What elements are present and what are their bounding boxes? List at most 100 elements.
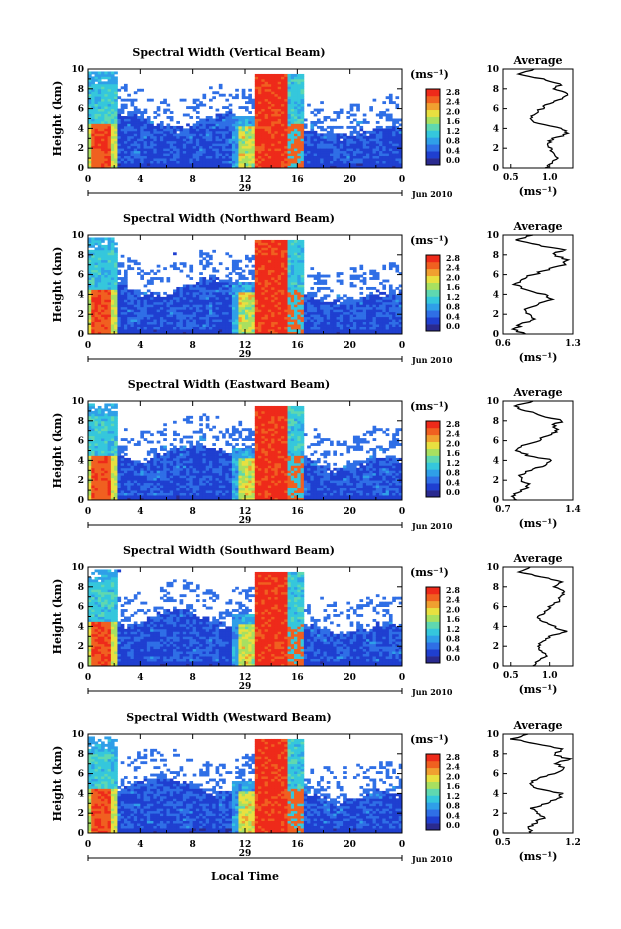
heatmap-cell <box>101 118 105 122</box>
heatmap-cell <box>212 160 216 164</box>
heatmap-cell <box>231 160 236 164</box>
heatmap-cell <box>287 264 292 268</box>
heatmap-cell <box>280 125 285 129</box>
heatmap-cell <box>362 150 367 154</box>
heatmap-cell <box>251 145 256 149</box>
heatmap-cell <box>346 331 351 335</box>
heatmap-cell <box>130 331 135 335</box>
heatmap-cell <box>375 135 380 139</box>
heatmap-cell <box>392 101 396 105</box>
heatmap-cell <box>120 284 125 288</box>
heatmap-cell <box>186 329 190 332</box>
heatmap-cell <box>251 143 256 147</box>
heatmap-cell <box>107 120 112 124</box>
heatmap-cell <box>146 319 151 323</box>
heatmap-cell <box>91 249 95 253</box>
heatmap-cell <box>114 135 118 139</box>
heatmap-cell <box>218 306 223 310</box>
heatmap-cell <box>287 111 292 114</box>
heatmap-cell <box>323 140 328 144</box>
heatmap-cell <box>146 140 151 144</box>
heatmap-cell <box>310 314 315 318</box>
heatmap-cell <box>235 93 239 97</box>
heatmap-cell <box>179 165 184 169</box>
heatmap-cell <box>379 311 383 315</box>
heatmap-cell <box>369 277 373 280</box>
heatmap-cell <box>372 98 377 102</box>
heatmap-cell <box>392 145 396 149</box>
heatmap-cell <box>267 101 272 105</box>
heatmap-cell <box>245 101 249 105</box>
heatmap-cell <box>251 103 256 107</box>
heatmap-cell <box>212 91 216 95</box>
heatmap-cell <box>169 160 174 164</box>
heatmap-cell <box>359 135 364 139</box>
heatmap-cell <box>395 306 400 310</box>
heatmap-cell <box>91 262 95 266</box>
heatmap-cell <box>261 304 266 308</box>
heatmap-cell <box>261 269 266 273</box>
heatmap-cell <box>352 314 357 318</box>
heatmap-cell <box>287 244 292 248</box>
heatmap-cell <box>97 242 102 246</box>
heatmap-cell <box>88 96 92 100</box>
heatmap-cell <box>123 155 128 159</box>
heatmap-cell <box>104 88 109 92</box>
heatmap-cell <box>277 301 282 305</box>
heatmap-cell <box>156 331 161 335</box>
heatmap-cell <box>117 319 122 323</box>
heatmap-cell <box>356 331 360 335</box>
heatmap-cell <box>159 133 164 137</box>
heatmap-cell <box>323 316 328 320</box>
heatmap-cell <box>199 282 203 285</box>
heatmap-cell <box>336 135 341 139</box>
heatmap-cell <box>218 113 223 117</box>
heatmap-cell <box>261 93 266 97</box>
heatmap-cell <box>333 133 337 137</box>
heatmap-cell <box>366 301 370 305</box>
heatmap-cell <box>323 150 328 154</box>
heatmap-cell <box>94 247 99 251</box>
heatmap-cell <box>101 259 105 263</box>
heatmap-cell <box>225 304 230 308</box>
heatmap-cell <box>107 163 112 166</box>
heatmap-cell <box>153 319 158 323</box>
heatmap-cell <box>120 304 125 308</box>
heatmap-cell <box>209 274 213 278</box>
heatmap-cell <box>388 264 393 268</box>
heatmap-cell <box>382 331 387 335</box>
heatmap-cell <box>202 314 207 318</box>
heatmap-cell <box>104 111 109 114</box>
heatmap-cell <box>326 331 331 335</box>
heatmap-cell <box>94 145 99 149</box>
heatmap-cell <box>300 267 305 271</box>
heatmap-cell <box>303 306 308 310</box>
heatmap-cell <box>349 284 354 288</box>
heatmap-cell <box>388 331 393 335</box>
heatmap-cell <box>248 289 252 293</box>
heatmap-cell <box>297 306 302 310</box>
heatmap-cell <box>235 319 239 323</box>
heatmap-cell <box>313 299 318 303</box>
heatmap-cell <box>294 145 298 149</box>
y-tick-label: 2 <box>78 310 84 320</box>
heatmap-cell <box>231 150 236 154</box>
heatmap-cell <box>218 145 223 149</box>
heatmap-cell <box>101 81 105 85</box>
heatmap-cell <box>300 140 305 144</box>
heatmap-cell <box>182 138 187 142</box>
heatmap-cell <box>205 289 210 293</box>
heatmap-cell <box>392 133 396 137</box>
heatmap-cell <box>392 326 396 330</box>
heatmap-cell <box>339 135 344 139</box>
heatmap-cell <box>228 291 233 295</box>
heatmap-cell <box>97 81 102 85</box>
heatmap-cell <box>123 289 128 293</box>
heatmap-cell <box>133 153 138 157</box>
heatmap-cell <box>379 163 383 166</box>
heatmap-cell <box>101 135 105 139</box>
heatmap-cell <box>274 321 279 325</box>
heatmap-cell <box>140 123 145 127</box>
heatmap-cell <box>173 145 177 149</box>
heatmap-cell <box>359 158 364 161</box>
